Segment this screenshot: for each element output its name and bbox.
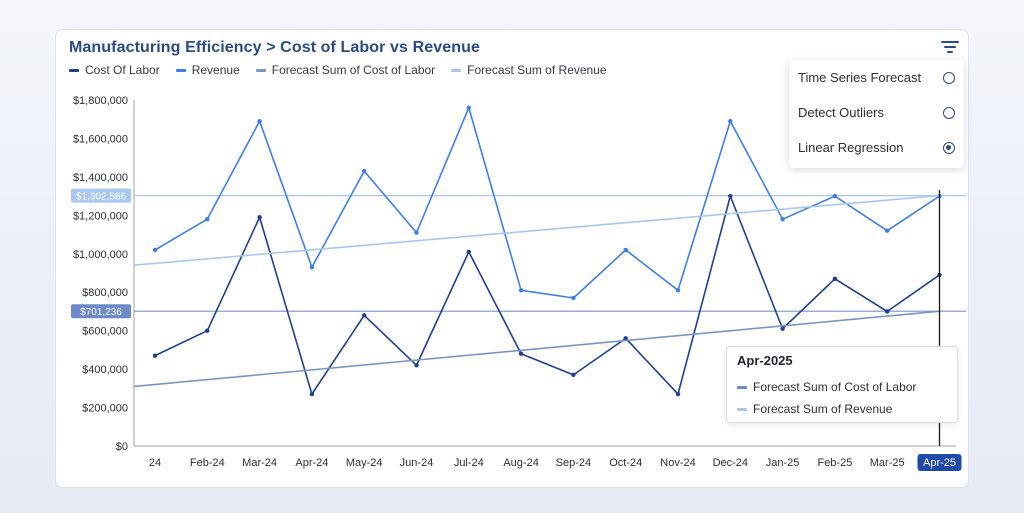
tooltip-title: Apr-2025 xyxy=(737,353,793,368)
tooltip-label: Forecast Sum of Cost of Labor xyxy=(753,380,917,394)
series-line xyxy=(154,195,940,395)
data-point xyxy=(309,391,315,397)
legend-item-revenue[interactable]: Revenue xyxy=(175,63,240,77)
legend-label: Revenue xyxy=(191,63,240,77)
data-point xyxy=(518,288,524,293)
data-point xyxy=(728,118,733,124)
menu-item-linear-regression[interactable]: Linear Regression xyxy=(789,130,964,165)
data-point xyxy=(832,276,838,281)
line-chart: $0 $200,000 $400,000 $600,000 $800,000 $1,000… xyxy=(71,95,966,471)
legend-label: Cost Of Labor xyxy=(85,63,160,77)
y-tick-label: $400,000 xyxy=(82,364,128,376)
legend-item-forecast-cost-of-labor[interactable]: Forecast Sum of Cost of Labor xyxy=(255,63,436,77)
x-tick-label: Mar-25 xyxy=(870,457,905,469)
data-point xyxy=(623,247,628,253)
x-tick-label: Mar-24 xyxy=(242,457,277,469)
data-point xyxy=(571,295,576,301)
x-tick-label: Feb-24 xyxy=(190,457,225,469)
legend-label: Forecast Sum of Revenue xyxy=(467,63,607,77)
x-tick-label: Feb-25 xyxy=(817,457,852,469)
chart-card: Manufacturing Efficiency > Cost of Labor… xyxy=(55,29,969,488)
reference-label: $1,302,586 xyxy=(76,192,126,203)
tooltip-label: Forecast Sum of Revenue xyxy=(753,402,893,416)
data-point xyxy=(571,372,576,378)
tooltip-row: Forecast Sum of Cost of Labor xyxy=(737,376,947,398)
data-point xyxy=(780,216,785,222)
radio-button[interactable] xyxy=(943,71,955,84)
x-tick-label: Jan-25 xyxy=(766,457,800,469)
y-tick-label: $0 xyxy=(116,441,128,453)
data-point xyxy=(414,230,419,235)
data-point xyxy=(466,105,471,110)
legend-swatch xyxy=(175,68,186,72)
data-point xyxy=(362,313,367,318)
x-tick-label: Aug-24 xyxy=(503,457,538,469)
data-point xyxy=(414,363,419,368)
data-point xyxy=(205,216,210,222)
data-point xyxy=(832,193,838,199)
radio-button[interactable] xyxy=(943,106,955,119)
menu-item-label: Time Series Forecast xyxy=(798,70,922,85)
reference-label-bg xyxy=(71,304,131,319)
x-tick-label: May-24 xyxy=(346,457,383,469)
radio-button[interactable] xyxy=(943,141,955,154)
x-tick-label: Apr-25 xyxy=(923,457,956,469)
tooltip-swatch xyxy=(737,407,747,411)
data-point xyxy=(885,228,890,233)
legend: Cost Of Labor Revenue Forecast Sum of Co… xyxy=(69,63,607,77)
legend-item-cost-of-labor[interactable]: Cost Of Labor xyxy=(69,63,160,77)
legend-swatch xyxy=(69,68,79,72)
y-tick-label: $1,200,000 xyxy=(73,210,128,222)
y-tick-label: $1,800,000 xyxy=(73,95,128,107)
x-tick-label: Dec-24 xyxy=(713,457,748,469)
x-tick-label: Jul-24 xyxy=(454,457,484,469)
y-tick-label: $1,400,000 xyxy=(73,172,128,184)
y-tick-label: $200,000 xyxy=(82,403,128,415)
data-point xyxy=(885,309,890,314)
y-tick-label: $1,000,000 xyxy=(73,249,128,261)
menu-item-label: Detect Outliers xyxy=(798,105,884,120)
filter-icon[interactable] xyxy=(940,38,960,56)
reference-label: $701,236 xyxy=(80,307,122,318)
data-point xyxy=(623,336,628,341)
data-point xyxy=(257,118,262,124)
data-point xyxy=(518,351,524,356)
reference-label-bg xyxy=(71,188,131,203)
data-point xyxy=(675,391,681,397)
x-tick-label: Oct-24 xyxy=(609,457,642,469)
data-point xyxy=(675,288,681,293)
y-tick-label: $600,000 xyxy=(82,326,128,338)
data-point xyxy=(466,249,471,255)
legend-label: Forecast Sum of Cost of Labor xyxy=(271,63,436,77)
data-point xyxy=(257,215,262,220)
legend-swatch xyxy=(255,68,266,72)
data-point xyxy=(152,247,158,253)
tooltip-swatch xyxy=(737,385,747,389)
data-point xyxy=(309,265,315,270)
analysis-menu: Time Series Forecast Detect Outliers Lin… xyxy=(789,60,964,168)
chart-tooltip: Apr-2025 Forecast Sum of Cost of Labor F… xyxy=(726,346,958,423)
y-tick-label: $1,600,000 xyxy=(73,133,128,145)
tooltip-row: Forecast Sum of Revenue xyxy=(737,398,947,420)
data-point xyxy=(728,193,733,199)
page-title: Manufacturing Efficiency > Cost of Labor… xyxy=(69,39,480,56)
menu-item-time-series-forecast[interactable]: Time Series Forecast xyxy=(789,60,964,95)
data-point xyxy=(152,353,158,358)
data-point xyxy=(780,326,785,331)
x-tick-label: Nov-24 xyxy=(660,457,695,469)
legend-swatch xyxy=(451,68,462,72)
x-tick-label: Sep-24 xyxy=(556,457,591,469)
menu-item-detect-outliers[interactable]: Detect Outliers xyxy=(789,95,964,130)
x-tick-label: 24 xyxy=(149,457,161,469)
data-point xyxy=(362,168,367,174)
x-tick-label: Jun-24 xyxy=(400,457,434,469)
y-tick-label: $800,000 xyxy=(82,287,128,299)
series-line xyxy=(133,310,940,388)
series-line xyxy=(133,194,940,267)
x-tick-label: Apr-24 xyxy=(295,457,328,469)
x-tick-highlight xyxy=(917,454,962,471)
menu-item-label: Linear Regression xyxy=(798,140,904,155)
data-point xyxy=(205,328,210,333)
legend-item-forecast-revenue[interactable]: Forecast Sum of Revenue xyxy=(451,63,607,77)
